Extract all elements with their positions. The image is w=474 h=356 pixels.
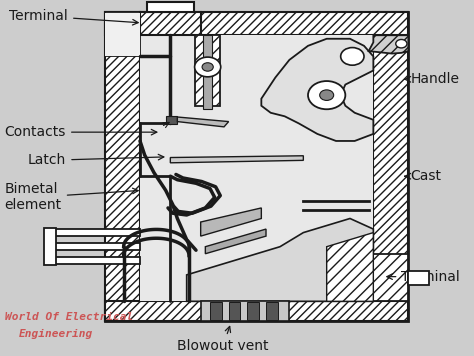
Text: Contacts: Contacts (5, 125, 157, 139)
Polygon shape (195, 35, 220, 106)
Polygon shape (105, 12, 140, 321)
Polygon shape (140, 35, 374, 301)
Polygon shape (105, 12, 140, 56)
Polygon shape (105, 12, 408, 321)
Polygon shape (46, 243, 140, 250)
Polygon shape (201, 301, 289, 321)
Circle shape (308, 81, 346, 109)
Circle shape (319, 90, 334, 100)
Polygon shape (105, 301, 408, 321)
Text: Engineering: Engineering (18, 329, 93, 339)
Bar (228, 302, 240, 320)
Polygon shape (106, 13, 139, 56)
Bar (203, 35, 212, 109)
Polygon shape (369, 35, 408, 53)
Text: Bimetal
element: Bimetal element (5, 182, 138, 213)
Bar (266, 302, 278, 320)
Polygon shape (205, 229, 266, 254)
Bar (45, 228, 56, 265)
Circle shape (396, 40, 407, 48)
Circle shape (341, 48, 364, 65)
Text: World Of Electrical: World Of Electrical (5, 313, 133, 323)
Polygon shape (46, 257, 140, 264)
Circle shape (202, 63, 213, 71)
Polygon shape (374, 12, 408, 321)
Polygon shape (140, 12, 201, 35)
Polygon shape (261, 39, 374, 141)
Polygon shape (369, 254, 408, 301)
Bar (210, 302, 222, 320)
Polygon shape (166, 116, 177, 124)
Polygon shape (46, 229, 140, 236)
Polygon shape (327, 232, 374, 301)
Text: Terminal: Terminal (9, 9, 138, 25)
Text: Latch: Latch (28, 153, 164, 167)
Polygon shape (170, 156, 303, 163)
Text: Terminal: Terminal (387, 269, 460, 284)
Polygon shape (147, 2, 194, 12)
Text: Handle: Handle (405, 72, 460, 86)
Text: Blowout vent: Blowout vent (177, 326, 269, 353)
Polygon shape (177, 117, 228, 127)
Bar (247, 302, 259, 320)
Polygon shape (408, 271, 429, 286)
Circle shape (195, 57, 221, 77)
Polygon shape (187, 219, 374, 301)
Polygon shape (105, 12, 408, 35)
Text: Cast: Cast (405, 169, 442, 183)
Polygon shape (201, 208, 261, 236)
